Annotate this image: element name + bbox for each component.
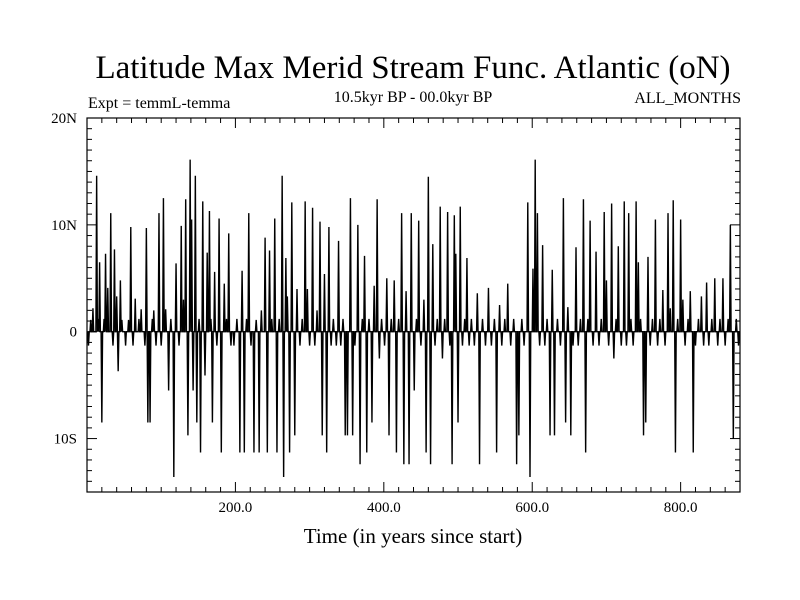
plot-area <box>87 159 740 478</box>
x-tick-label: 800.0 <box>664 500 698 516</box>
experiment-label: Expt = temmL-temma <box>88 95 230 112</box>
axes: 200.0 400.0 600.0 800.0 10S 0 10N 20N <box>51 111 741 516</box>
y-tick-label: 0 <box>70 325 78 341</box>
x-tick-label: 200.0 <box>219 500 253 516</box>
x-tick-label: 600.0 <box>515 500 549 516</box>
series-line <box>87 159 740 478</box>
y-tick-label: 10S <box>54 432 77 448</box>
chart-title: Latitude Max Merid Stream Func. Atlantic… <box>95 50 730 86</box>
months-label: ALL_MONTHS <box>634 90 741 107</box>
x-tick-label: 400.0 <box>367 500 401 516</box>
period-label: 10.5kyr BP - 00.0kyr BP <box>334 89 493 106</box>
y-tick-label: 10N <box>51 218 77 234</box>
y-tick-label: 20N <box>51 111 77 127</box>
x-axis-label: Time (in years since start) <box>304 524 523 548</box>
